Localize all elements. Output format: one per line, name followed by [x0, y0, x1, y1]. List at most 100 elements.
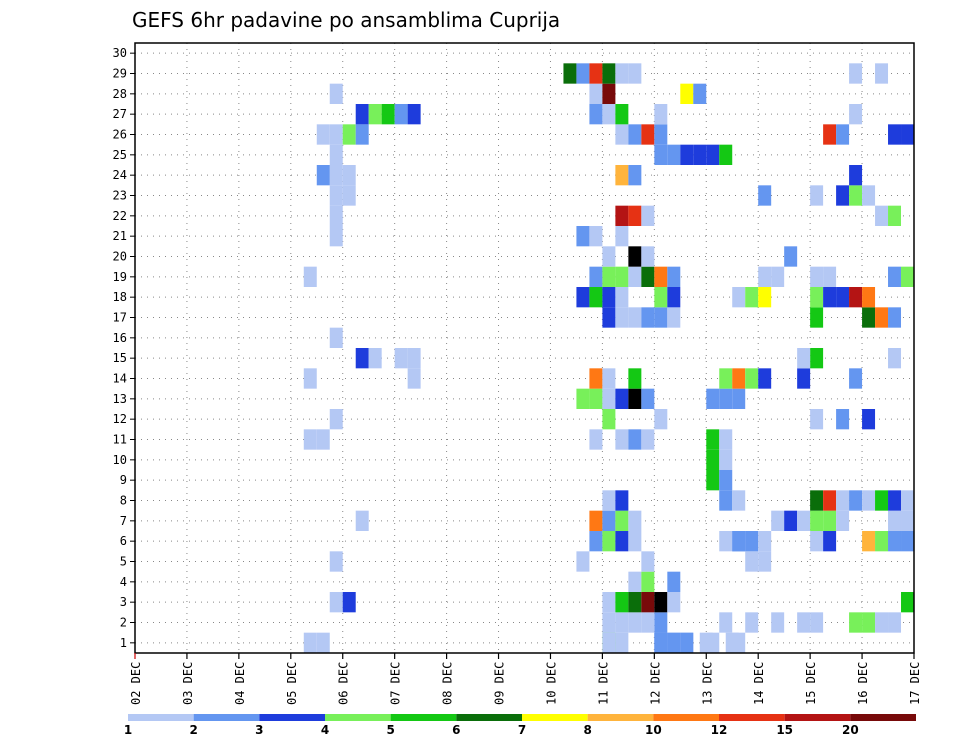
precip-cell: [407, 368, 421, 389]
precip-cell: [719, 612, 733, 633]
precip-cell: [901, 592, 914, 613]
precip-cell: [784, 246, 798, 267]
precip-cell: [823, 124, 837, 145]
precip-cell: [693, 83, 707, 104]
precip-cell: [615, 124, 629, 145]
precip-cell: [355, 104, 369, 125]
precip-cell: [368, 104, 382, 125]
precip-cell: [706, 388, 720, 409]
precip-cell: [589, 531, 603, 552]
precip-cell: [862, 612, 876, 633]
precip-cell: [836, 185, 850, 206]
precip-cell: [667, 592, 681, 613]
precip-cell: [394, 348, 408, 369]
precip-cell: [888, 205, 902, 226]
precip-cell: [810, 409, 824, 430]
precip-cell: [589, 368, 603, 389]
precip-cell: [875, 63, 889, 84]
precip-cell: [628, 124, 642, 145]
x-tick-label: 06 DEC: [337, 662, 351, 705]
precip-cell: [862, 490, 876, 511]
precip-cell: [316, 165, 330, 186]
x-tick-label: 03 DEC: [181, 662, 195, 705]
precip-cell: [329, 592, 343, 613]
precip-cell: [394, 104, 408, 125]
precip-cell: [654, 632, 668, 653]
precip-cell: [329, 165, 343, 186]
x-tick-label: 12 DEC: [648, 662, 662, 705]
precip-cell: [771, 510, 785, 531]
y-tick-label: 24: [113, 168, 127, 182]
y-tick-label: 13: [113, 392, 127, 406]
precip-cell: [849, 368, 863, 389]
precip-cell: [849, 63, 863, 84]
precip-cell: [888, 490, 902, 511]
precip-cell: [888, 307, 902, 328]
precip-cell: [628, 205, 642, 226]
precip-cell: [602, 510, 616, 531]
colorbar-label: 2: [189, 723, 197, 737]
precip-cell: [602, 531, 616, 552]
precip-cell: [628, 510, 642, 531]
x-tick-label: 11 DEC: [596, 662, 610, 705]
colorbar-label: 10: [645, 723, 662, 737]
precip-cell: [719, 490, 733, 511]
precip-cell: [706, 144, 720, 165]
colorbar-label: 12: [711, 723, 728, 737]
precip-cell: [680, 144, 694, 165]
precip-cell: [615, 63, 629, 84]
y-tick-label: 28: [113, 87, 127, 101]
precip-cell: [641, 612, 655, 633]
colorbar-label: 1: [124, 723, 132, 737]
precip-cell: [303, 368, 317, 389]
precip-cell: [602, 388, 616, 409]
y-tick-label: 11: [113, 433, 127, 447]
x-tick-label: 15 DEC: [804, 662, 818, 705]
precip-cell: [836, 287, 850, 308]
precip-cell: [888, 266, 902, 287]
y-tick-label: 26: [113, 128, 127, 142]
precip-cell: [836, 124, 850, 145]
colorbar-segment: [456, 714, 522, 721]
precip-cell: [719, 449, 733, 470]
precip-cell: [615, 287, 629, 308]
precip-cell: [602, 612, 616, 633]
colorbar: 1 2 3 4 5 6 7 8 10 12 15 20: [124, 714, 916, 737]
colorbar-segment: [259, 714, 325, 721]
precip-cell: [602, 63, 616, 84]
colorbar-segment: [587, 714, 654, 721]
precip-cell: [667, 632, 681, 653]
precip-cell: [823, 266, 837, 287]
precip-cell: [862, 185, 876, 206]
precip-cell: [875, 612, 889, 633]
precip-cell: [693, 144, 707, 165]
precip-cell: [875, 490, 889, 511]
precip-cell: [641, 205, 655, 226]
y-tick-label: 4: [120, 575, 127, 589]
precip-cell: [745, 531, 759, 552]
precip-cell: [667, 144, 681, 165]
y-tick-label: 23: [113, 189, 127, 203]
precip-cell: [810, 185, 824, 206]
precip-cell: [329, 185, 343, 206]
y-tick-label: 16: [113, 331, 127, 345]
precip-cell: [407, 104, 421, 125]
precip-cell: [758, 368, 772, 389]
y-tick-label: 10: [113, 453, 127, 467]
y-tick-label: 1: [120, 636, 127, 650]
precip-cell: [615, 612, 629, 633]
precip-cell: [589, 83, 603, 104]
precip-cell: [329, 144, 343, 165]
colorbar-label: 7: [518, 723, 526, 737]
precip-cell: [654, 287, 668, 308]
y-tick-label: 18: [113, 290, 127, 304]
colorbar-label: 3: [255, 723, 263, 737]
precip-cell: [797, 348, 811, 369]
precip-cell: [355, 510, 369, 531]
precip-cell: [836, 510, 850, 531]
precip-cell: [719, 429, 733, 450]
precip-cell: [615, 226, 629, 247]
precip-cell: [602, 409, 616, 430]
precip-cell: [329, 83, 343, 104]
precip-cell: [745, 287, 759, 308]
